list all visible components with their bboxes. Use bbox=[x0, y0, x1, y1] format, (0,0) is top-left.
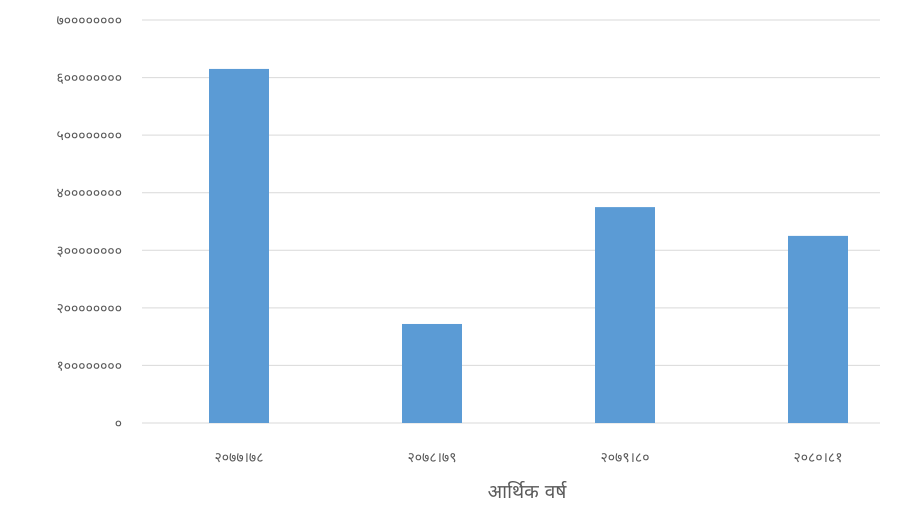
bars bbox=[209, 68, 848, 423]
y-tick-label: ४०००००००० bbox=[56, 186, 122, 202]
y-axis-tick-labels: ० १०००००००० २०००००००० ३०००००००० ४०००००००० ५००… bbox=[56, 13, 122, 432]
bar bbox=[402, 323, 462, 423]
x-category-label: २०७९।८० bbox=[601, 450, 650, 466]
x-category-label: २०७८।७९ bbox=[408, 450, 457, 466]
x-category-label: २०८०।८१ bbox=[794, 450, 843, 466]
y-tick-label: ७०००००००० bbox=[56, 13, 122, 29]
x-category-label: २०७७।७८ bbox=[215, 450, 264, 466]
bar bbox=[209, 68, 269, 423]
y-tick-label: ३०००००००० bbox=[56, 243, 122, 259]
bar bbox=[595, 207, 655, 423]
y-tick-label: ५०००००००० bbox=[56, 128, 122, 144]
x-axis-category-labels: २०७७।७८ २०७८।७९ २०७९।८० २०८०।८१ bbox=[215, 450, 843, 466]
x-axis-title: आर्थिक वर्ष bbox=[488, 480, 568, 503]
y-tick-label: १०००००००० bbox=[56, 358, 122, 374]
y-tick-label: ६०००००००० bbox=[56, 71, 122, 87]
y-tick-label: ० bbox=[115, 416, 122, 432]
bar bbox=[788, 235, 848, 423]
y-tick-label: २०००००००० bbox=[56, 301, 122, 317]
